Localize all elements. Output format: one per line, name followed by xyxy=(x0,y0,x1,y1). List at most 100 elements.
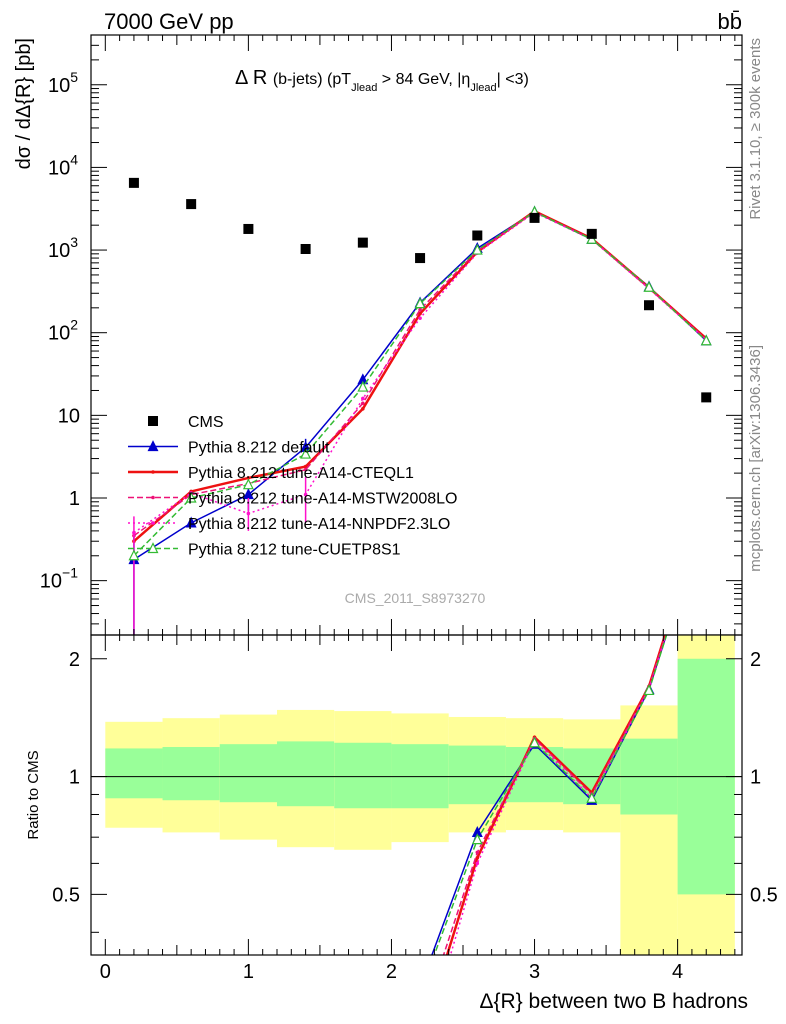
title-part-b: (b-jets) (pT xyxy=(273,71,351,88)
series-point xyxy=(414,297,426,309)
ratio-y-tick-label-right: 0.5 xyxy=(750,884,778,906)
title-part-c-sub: Jlead xyxy=(470,82,496,94)
series-point xyxy=(185,491,197,503)
x-tick-label: 2 xyxy=(386,961,397,983)
y-tick-base: 10 xyxy=(48,323,70,345)
mcplots-label: mcplots.cern.ch [arXiv:1306.3436] xyxy=(747,345,764,572)
title-part-d: | <3) xyxy=(497,71,529,88)
ratio-y-tick-label: 0.5 xyxy=(52,884,80,906)
series-point xyxy=(418,307,422,312)
band-inner xyxy=(219,744,277,803)
ratio-ylabel: Ratio to CMS xyxy=(25,750,42,839)
series-point xyxy=(303,492,308,497)
legend-label: CMS xyxy=(188,414,224,431)
series-point xyxy=(418,316,422,320)
legend-marker xyxy=(151,521,155,525)
legend-marker xyxy=(147,542,159,554)
main-xlabel: Δ{R} between two B hadrons xyxy=(479,990,748,1013)
header-left: 7000 GeV pp xyxy=(104,9,234,34)
rivet-label: Rivet 3.1.10, ≥ 300k events xyxy=(747,38,764,220)
ratio-point xyxy=(416,982,425,991)
ratio-point xyxy=(704,506,708,510)
ratio-plot: 0 1 2 3 4 0.5 0.5 1 1 2 2 xyxy=(52,501,778,997)
ratio-line xyxy=(433,635,668,955)
data-point xyxy=(586,228,597,239)
band-inner xyxy=(277,741,335,807)
ratio-point xyxy=(702,505,711,514)
y-tick-base: 10 xyxy=(48,157,70,179)
ratio-y-tick-label: 2 xyxy=(69,649,80,671)
legend-marker xyxy=(151,495,155,500)
ratio-lines xyxy=(416,501,711,997)
legend-label: Pythia 8.212 tune-A14-MSTW2008LO xyxy=(188,491,457,508)
band-inner xyxy=(448,745,506,805)
data-point xyxy=(644,300,654,311)
ratio-y-tick-label-right: 2 xyxy=(750,649,761,671)
data-point xyxy=(701,392,712,403)
data-point xyxy=(529,212,540,223)
series-point xyxy=(471,243,483,255)
ratio-y-tick-label-right: 1 xyxy=(750,767,761,789)
band-inner xyxy=(105,748,163,799)
legend-label: Pythia 8.212 tune-A14-CTEQL1 xyxy=(188,465,414,482)
ratio-point xyxy=(704,501,708,505)
series-point xyxy=(185,516,197,528)
y-tick-exp: 4 xyxy=(70,151,78,167)
title-part-a: Δ R xyxy=(235,67,267,89)
y-tick-base: 10 xyxy=(48,240,70,262)
y-tick-label: 103 xyxy=(48,234,78,262)
series-point xyxy=(132,530,136,535)
main-ylabel: dσ / dΔ{R} [pb] xyxy=(13,38,35,169)
ratio-line xyxy=(449,635,667,955)
ratio-point xyxy=(475,856,480,860)
y-tick-label: 10 xyxy=(58,405,80,427)
series-point xyxy=(700,334,712,346)
ratio-line xyxy=(442,635,667,955)
ratio-point xyxy=(475,850,480,855)
legend: CMS Pythia 8.212 default Pythia 8.212 tune… xyxy=(128,414,457,559)
data-point xyxy=(243,223,254,234)
title-part-b-sub: Jlead xyxy=(351,82,377,94)
band-inner xyxy=(334,742,392,809)
y-tick-base: 10 xyxy=(40,571,62,593)
ratio-point xyxy=(704,505,708,509)
series-point xyxy=(246,476,251,480)
ratio-point xyxy=(586,791,598,803)
header-right: bb̄ xyxy=(718,9,742,34)
x-tick-label: 1 xyxy=(243,961,254,983)
series-point xyxy=(242,478,254,490)
data-point xyxy=(415,253,426,264)
series-point xyxy=(303,467,308,472)
data-point xyxy=(357,237,368,248)
series-point xyxy=(357,380,369,392)
series-point xyxy=(643,280,655,292)
band-inner xyxy=(162,747,220,801)
data-point xyxy=(186,199,197,210)
ratio-point xyxy=(475,861,480,866)
legend-label: Pythia 8.212 tune-A14-NNPDF2.3LO xyxy=(188,516,450,533)
series-point xyxy=(300,447,312,459)
series-line xyxy=(133,210,707,557)
y-tick-exp: 5 xyxy=(70,69,78,85)
ratio-point xyxy=(416,988,425,997)
y-tick-label: 105 xyxy=(48,69,78,97)
y-tick-label: 102 xyxy=(48,317,78,345)
ratio-y-tick-label: 1 xyxy=(69,767,80,789)
y-tick-label: 1 xyxy=(69,488,80,510)
ratio-frame xyxy=(90,634,743,956)
ratio-point xyxy=(643,684,655,696)
legend-marker xyxy=(148,416,158,426)
analysis-watermark: CMS_2011_S8973270 xyxy=(345,590,486,606)
series-point xyxy=(303,464,308,469)
main-plot-title: Δ R (b-jets) (pTJlead > 84 GeV, |ηJlead|… xyxy=(235,67,529,94)
ratio-point xyxy=(529,736,541,748)
y-tick-exp: −1 xyxy=(62,565,78,581)
svg-text:Δ R (b-jets) (pTJlead >: Δ R (b-jets) (pTJlead > 84 GeV, |ηJlead|… xyxy=(235,67,529,94)
series-point xyxy=(128,549,140,561)
series-point xyxy=(418,311,422,316)
series-point xyxy=(361,401,365,406)
legend-label: Pythia 8.212 default xyxy=(188,440,330,457)
y-tick-exp: 2 xyxy=(70,317,78,333)
legend-label: Pythia 8.212 tune-CUETP8S1 xyxy=(188,542,401,559)
